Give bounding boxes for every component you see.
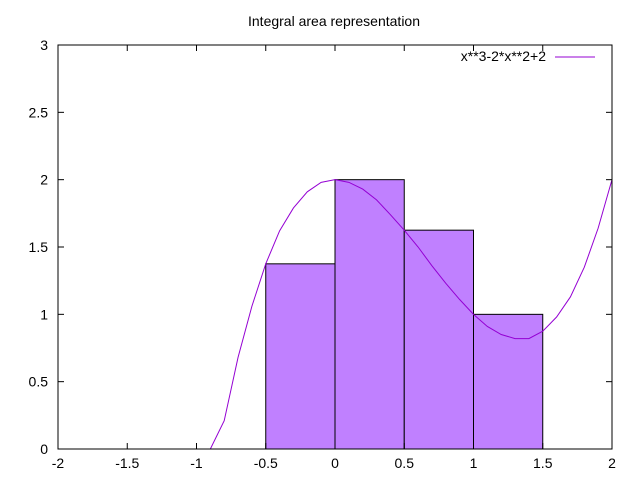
y-tick-label-0: 0 [40, 441, 48, 457]
bar-3 [403, 229, 474, 450]
y-tick-label-1: 0.5 [29, 374, 49, 390]
y-tick-label-5: 2.5 [29, 104, 49, 120]
x-tick-label-4: 0 [331, 455, 339, 471]
x-tick-label-2: -1 [190, 455, 203, 471]
bar-2 [334, 179, 405, 450]
x-tick-label-8: 2 [608, 455, 616, 471]
legend: x**3-2*x**2+2 [461, 48, 595, 64]
x-tick-label-7: 1.5 [533, 455, 553, 471]
y-tick-label-3: 1.5 [29, 239, 49, 255]
tick-labels-layer: -2 -1.5 -1 -0.5 0 0.5 1 1.5 2 0 0.5 1 1.5 2 2.5 3 [29, 37, 617, 471]
bar-4 [473, 313, 544, 450]
bar-1 [265, 263, 336, 450]
y-tick-label-2: 1 [40, 306, 48, 322]
y-tick-label-4: 2 [40, 172, 48, 188]
x-tick-label-1: -1.5 [115, 455, 139, 471]
x-tick-label-5: 0.5 [395, 455, 415, 471]
bars-layer [265, 179, 544, 450]
x-tick-label-3: -0.5 [254, 455, 278, 471]
ticks-layer [57, 44, 613, 450]
y-tick-label-6: 3 [40, 37, 48, 53]
legend-label: x**3-2*x**2+2 [461, 48, 546, 64]
x-tick-label-0: -2 [52, 455, 65, 471]
x-tick-label-6: 1 [470, 455, 478, 471]
chart-title: Integral area representation [248, 13, 420, 29]
